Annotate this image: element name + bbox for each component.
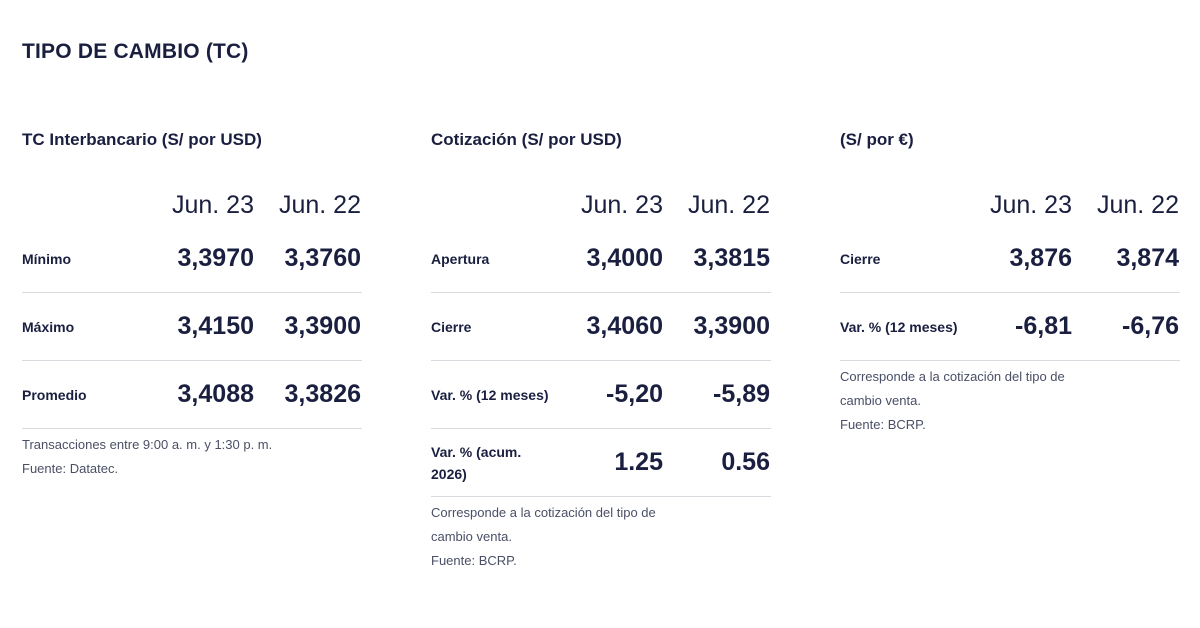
- panel-note: Corresponde a la cotización del tipo de …: [840, 365, 1180, 437]
- panel-title: (S/ por €): [840, 130, 914, 149]
- row-label: Promedio: [22, 386, 87, 403]
- row-label: Mínimo: [22, 250, 71, 267]
- row-label: Apertura: [431, 250, 490, 267]
- column-header: Jun. 22: [1096, 190, 1179, 219]
- row-value: -5,89: [713, 380, 770, 408]
- note-line: Fuente: Datatec.: [22, 461, 119, 476]
- row-label: Var. % (12 meses): [431, 386, 549, 403]
- row-label: Máximo: [22, 318, 75, 335]
- panel-title: TC Interbancario (S/ por USD): [22, 130, 262, 149]
- column-headers: Jun. 23 Jun. 22: [840, 185, 1180, 225]
- note-line: Transacciones entre 9:00 a. m. y 1:30 p.…: [22, 437, 273, 452]
- panel-title: Cotización (S/ por USD): [431, 130, 622, 149]
- row-value: 3,3970: [177, 244, 254, 272]
- column-header: Jun. 23: [580, 190, 663, 219]
- row-value: 0.56: [721, 448, 770, 476]
- column-header: Jun. 22: [687, 190, 770, 219]
- row-value: 3,3826: [284, 380, 361, 408]
- column-headers: Jun. 23 Jun. 22: [22, 185, 362, 225]
- column-header: Jun. 22: [278, 190, 361, 219]
- panel-euro: (S/ por €) Jun. 23 Jun. 22 Cierre 3,876 …: [840, 130, 1180, 437]
- panel-note: Transacciones entre 9:00 a. m. y 1:30 p.…: [22, 433, 362, 481]
- panel-tc-interbancario: TC Interbancario (S/ por USD) Jun. 23 Ju…: [22, 130, 362, 481]
- row-value: 3,3815: [693, 244, 770, 272]
- row-value: 3,4060: [586, 312, 663, 340]
- note-line: cambio venta.: [431, 529, 512, 544]
- panel-cotizacion: Cotización (S/ por USD) Jun. 23 Jun. 22 …: [431, 130, 771, 573]
- row-value: 3,3760: [284, 244, 361, 272]
- row-value: 3,3900: [284, 312, 361, 340]
- table-row: Cierre 3,876 3,874: [840, 225, 1180, 293]
- row-value: 3,4150: [177, 312, 254, 340]
- row-value: 1.25: [614, 448, 663, 476]
- row-value: 3,876: [1009, 244, 1072, 272]
- column-header: Jun. 23: [171, 190, 254, 219]
- table-row: Apertura 3,4000 3,3815: [431, 225, 771, 293]
- row-value: -6,76: [1122, 312, 1179, 340]
- note-line: cambio venta.: [840, 393, 921, 408]
- note-line: Fuente: BCRP.: [840, 417, 926, 432]
- panel-note: Corresponde a la cotización del tipo de …: [431, 501, 771, 573]
- row-label: Cierre: [431, 318, 472, 335]
- note-line: Corresponde a la cotización del tipo de: [840, 369, 1065, 384]
- column-headers: Jun. 23 Jun. 22: [431, 185, 771, 225]
- row-label: Cierre: [840, 250, 881, 267]
- row-label: Var. % (acum. 2026): [431, 443, 522, 482]
- table-row: Máximo 3,4150 3,3900: [22, 293, 362, 361]
- note-line: Fuente: BCRP.: [431, 553, 517, 568]
- table-row: Cierre 3,4060 3,3900: [431, 293, 771, 361]
- row-value: 3,3900: [693, 312, 770, 340]
- row-value: -5,20: [606, 380, 663, 408]
- column-header: Jun. 23: [989, 190, 1072, 219]
- table-row: Promedio 3,4088 3,3826: [22, 361, 362, 429]
- row-value: -6,81: [1015, 312, 1072, 340]
- table-row: Var. % (acum. 2026) 1.25 0.56: [431, 429, 771, 497]
- page-title: TIPO DE CAMBIO (TC): [22, 40, 249, 63]
- table-row: Var. % (12 meses) -6,81 -6,76: [840, 293, 1180, 361]
- row-value: 3,874: [1116, 244, 1179, 272]
- row-value: 3,4088: [177, 380, 254, 408]
- row-value: 3,4000: [586, 244, 663, 272]
- table-row: Var. % (12 meses) -5,20 -5,89: [431, 361, 771, 429]
- row-label: Var. % (12 meses): [840, 318, 958, 335]
- table-row: Mínimo 3,3970 3,3760: [22, 225, 362, 293]
- note-line: Corresponde a la cotización del tipo de: [431, 505, 656, 520]
